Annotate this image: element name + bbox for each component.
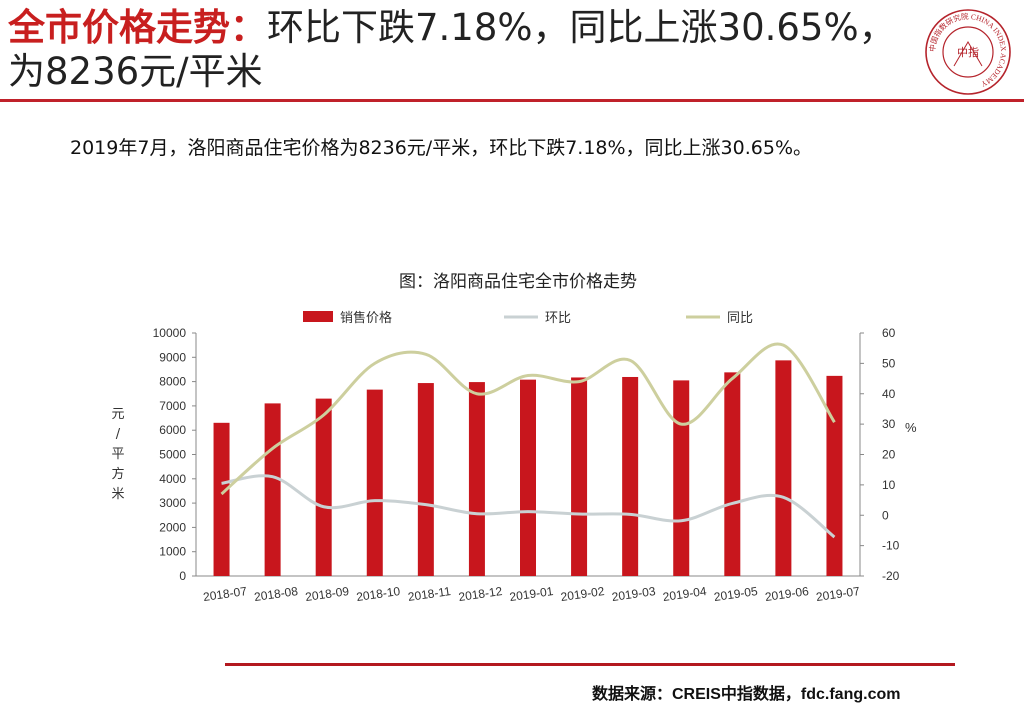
x-tick-label: 2019-01	[509, 584, 555, 604]
bar-price	[622, 376, 639, 576]
y-tick-label: 6000	[159, 423, 186, 437]
y2-tick-label: 0	[882, 508, 889, 522]
bar-price	[417, 383, 434, 576]
title-rest: 环比下跌7.18%，同比上涨30.65%，为8236元/平米	[8, 6, 896, 93]
bar-price	[468, 382, 485, 576]
page-title: 全市价格走势：环比下跌7.18%，同比上涨30.65%，为8236元/平米	[8, 6, 898, 94]
chart-title: 图：洛阳商品住宅全市价格走势	[399, 272, 637, 292]
y2-tick-label: 40	[882, 387, 896, 401]
summary-text: 2019年7月，洛阳商品住宅价格为8236元/平米，环比下跌7.18%，同比上涨…	[70, 137, 813, 159]
y-tick-label: 8000	[159, 375, 186, 389]
y-axis-label-char: 方	[111, 466, 124, 482]
svg-text:中指: 中指	[957, 45, 979, 59]
x-tick-label: 2019-04	[662, 584, 708, 604]
x-tick-label: 2019-03	[611, 584, 657, 604]
y2-tick-label: 10	[882, 478, 896, 492]
legend-swatch-price	[303, 311, 333, 322]
y-tick-label: 7000	[159, 399, 186, 413]
china-index-academy-logo: 中国指数研究院 CHINA INDEX ACADEMY 中指	[925, 9, 1011, 95]
x-tick-label: 2019-02	[560, 584, 606, 604]
bar-price	[826, 375, 843, 576]
x-tick-label: 2018-07	[202, 584, 248, 604]
bar-price	[571, 377, 588, 576]
source-divider	[225, 663, 955, 666]
y-axis-label-char: 平	[111, 447, 124, 462]
y-tick-label: 0	[179, 569, 186, 583]
x-tick-label: 2018-10	[355, 584, 401, 604]
title-divider	[0, 99, 1024, 102]
x-tick-label: 2018-09	[304, 584, 350, 604]
title-highlight: 全市价格走势：	[8, 6, 267, 49]
y-tick-label: 5000	[159, 448, 186, 462]
bar-price	[264, 403, 281, 576]
x-tick-label: 2018-08	[253, 584, 299, 604]
y-tick-label: 4000	[159, 472, 186, 486]
bar-price	[366, 389, 383, 576]
y-tick-label: 3000	[159, 496, 186, 510]
y-tick-label: 1000	[159, 545, 186, 559]
y2-tick-label: -20	[882, 569, 900, 583]
bar-price	[673, 380, 690, 576]
y2-tick-label: -10	[882, 539, 900, 553]
y-tick-label: 2000	[159, 520, 186, 534]
y2-axis-label: %	[905, 420, 917, 435]
y2-tick-label: 20	[882, 448, 896, 462]
data-source: 数据来源：CREIS中指数据，fdc.fang.com	[592, 686, 901, 703]
legend-label-yoy: 同比	[727, 311, 753, 326]
y2-tick-label: 30	[882, 417, 896, 431]
x-tick-label: 2019-07	[815, 584, 861, 604]
bar-price	[520, 379, 536, 576]
x-tick-label: 2018-11	[407, 584, 452, 604]
legend-label-mom: 环比	[545, 311, 571, 326]
bar-price	[724, 372, 741, 576]
y2-tick-label: 60	[882, 326, 896, 340]
x-tick-label: 2018-12	[458, 584, 504, 604]
bar-price	[775, 360, 792, 576]
y-tick-label: 9000	[159, 350, 186, 364]
y-axis-label-char: /	[116, 427, 121, 442]
y-axis-label-char: 元	[111, 407, 124, 422]
y-tick-label: 10000	[153, 326, 187, 340]
y-axis-label-char: 米	[111, 487, 124, 502]
y2-tick-label: 50	[882, 356, 896, 370]
bar-price	[213, 422, 230, 576]
x-tick-label: 2019-06	[764, 584, 810, 604]
legend-label-price: 销售价格	[340, 310, 392, 326]
x-tick-label: 2019-05	[713, 584, 759, 604]
bar-price	[315, 398, 332, 576]
